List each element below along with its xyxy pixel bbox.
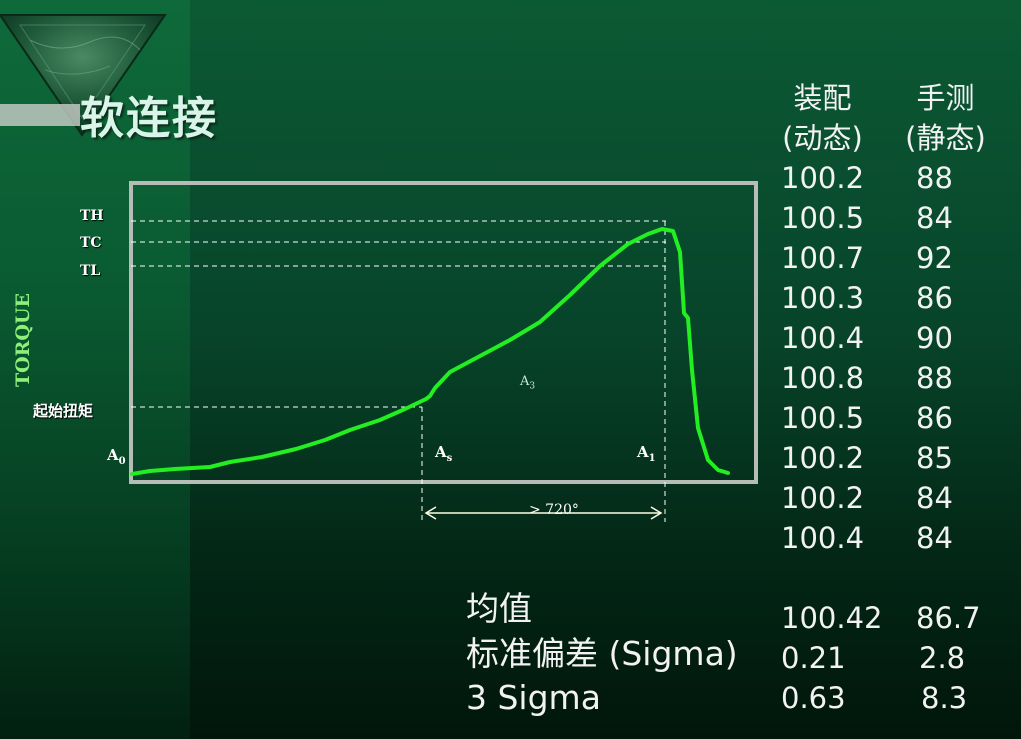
- a0-label: A0: [107, 446, 126, 467]
- col2-header-line2: (静态): [905, 121, 986, 155]
- table-cell: 90: [916, 321, 953, 355]
- diagram-frame: [129, 181, 758, 484]
- marble-triangle-logo: [0, 14, 167, 137]
- arrow-left-head: [424, 506, 437, 520]
- stat-label-sigma: 标准偏差 (Sigma): [466, 634, 738, 673]
- start-torque-label: 起始扭矩: [33, 402, 94, 420]
- table-cell: 100.2: [781, 441, 865, 475]
- tc-label: TC: [80, 235, 102, 251]
- table-cell: 100.7: [781, 241, 865, 275]
- torque-curve: [130, 227, 730, 476]
- table-cell: 86: [916, 281, 953, 315]
- table-cell: 100.4: [781, 321, 865, 355]
- stat-value: 86.7: [916, 601, 981, 635]
- stat-value: 100.42: [781, 601, 883, 635]
- a1-label: A1: [637, 443, 656, 464]
- table-cell: 88: [916, 161, 953, 195]
- table-cell: 100.2: [781, 161, 865, 195]
- table-cell: 100.4: [781, 521, 865, 555]
- table-cell: 88: [916, 361, 953, 395]
- col2-header-line1: 手测: [916, 81, 975, 115]
- th-label: TH: [80, 208, 104, 224]
- table-cell: 100.8: [781, 361, 865, 395]
- table-cell: 100.5: [781, 401, 865, 435]
- as-label: As: [435, 443, 453, 464]
- arrow-right-head: [650, 506, 663, 520]
- stat-label-mean: 均值: [466, 589, 532, 628]
- stat-value: 8.3: [921, 681, 968, 715]
- table-cell: 84: [916, 201, 953, 235]
- table-cell: 100.5: [781, 201, 865, 235]
- table-cell: 84: [916, 481, 953, 515]
- tl-label: TL: [80, 263, 101, 279]
- table-cell: 100.3: [781, 281, 865, 315]
- stat-value: 0.63: [781, 681, 846, 715]
- table-cell: 86: [916, 401, 953, 435]
- col1-header-line2: (动态): [782, 121, 863, 155]
- stat-value: 2.8: [919, 641, 966, 675]
- angle-label: > 720°: [529, 502, 579, 518]
- y-axis-label: TORQUE: [12, 292, 34, 388]
- a3-label: A3: [520, 374, 536, 392]
- page-title: 软连接: [80, 93, 218, 144]
- stat-label-3sigma: 3 Sigma: [466, 678, 601, 717]
- col1-header-line1: 装配: [793, 81, 852, 115]
- table-cell: 85: [916, 441, 953, 475]
- table-cell: 100.2: [781, 481, 865, 515]
- table-cell: 92: [916, 241, 953, 275]
- table-cell: 84: [916, 521, 953, 555]
- stat-value: 0.21: [781, 641, 846, 675]
